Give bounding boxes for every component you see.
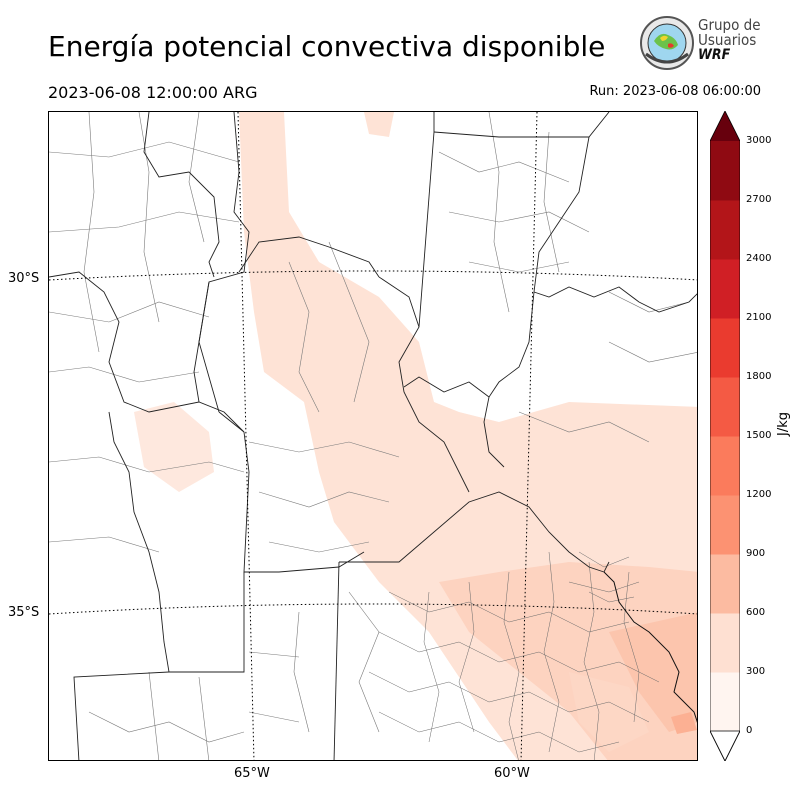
- cape-map: [48, 111, 698, 761]
- colorbar-tick-label: 3000: [746, 135, 772, 146]
- wrf-logo: Grupo de Usuarios WRF: [638, 14, 763, 74]
- lat-label-30: 30°S: [8, 271, 40, 286]
- colorbar-tick-label: 1200: [746, 489, 772, 500]
- cape-region-south: [569, 672, 649, 752]
- lon-label-65: 65°W: [234, 766, 270, 781]
- colorbar-bands: [710, 141, 740, 732]
- department-borders: [49, 112, 697, 760]
- globe-icon: [640, 16, 694, 70]
- colorbar-tick-label: 2400: [746, 253, 772, 264]
- cape-region-coast-300: [609, 612, 697, 732]
- lat-line-30: [49, 270, 697, 281]
- cape-region-left-small: [134, 402, 214, 492]
- logo-line-3: WRF: [698, 47, 731, 63]
- lon-line-65: [237, 112, 255, 760]
- run-time: Run: 2023-06-08 06:00:00: [589, 84, 761, 99]
- colorbar-tick-label: 2100: [746, 312, 772, 323]
- colorbar-band: [710, 259, 740, 319]
- map-canvas: [49, 112, 697, 760]
- colorbar-tick-label: 0: [746, 725, 753, 736]
- graticule: [49, 112, 697, 760]
- map-title: Energía potencial convectiva disponible: [48, 30, 606, 63]
- colorbar-band: [710, 672, 740, 732]
- colorbar-tick-label: 1800: [746, 371, 772, 382]
- lat-line-35: [49, 603, 697, 615]
- lon-label-60: 60°W: [494, 766, 530, 781]
- logo-line-1: Grupo de: [698, 16, 761, 34]
- cape-region-coast-high: [671, 712, 697, 734]
- colorbar-tick-label: 600: [746, 607, 766, 618]
- lon-line-60: [520, 112, 538, 760]
- valid-time: 2023-06-08 12:00:00 ARG: [48, 83, 258, 102]
- logo-text: Grupo de Usuarios WRF: [698, 18, 761, 63]
- province-borders: [49, 112, 697, 760]
- colorbar-band: [710, 318, 740, 378]
- coastline: [603, 571, 697, 723]
- colorbar-extend-max: [710, 111, 740, 141]
- buenos-aires-partidos: [368, 551, 660, 760]
- cape-region-top-right: [364, 112, 394, 137]
- logo-line-2: Usuarios: [698, 31, 757, 49]
- cape-shading: [134, 112, 697, 760]
- colorbar-band: [710, 554, 740, 614]
- colorbar: [710, 111, 740, 761]
- colorbar-band: [710, 141, 740, 201]
- colorbar-band: [710, 377, 740, 437]
- colorbar-band: [710, 436, 740, 496]
- colorbar-band: [710, 495, 740, 555]
- colorbar-tick-label: 1500: [746, 430, 772, 441]
- colorbar-tick-label: 900: [746, 548, 766, 559]
- colorbar-unit-label: J/kg: [776, 412, 791, 436]
- colorbar-band: [710, 200, 740, 260]
- colorbar-tick-label: 300: [746, 666, 766, 677]
- lat-label-35: 35°S: [8, 605, 40, 620]
- colorbar-tick-label: 2700: [746, 194, 772, 205]
- colorbar-extend-min: [710, 730, 740, 761]
- colorbar-band: [710, 613, 740, 673]
